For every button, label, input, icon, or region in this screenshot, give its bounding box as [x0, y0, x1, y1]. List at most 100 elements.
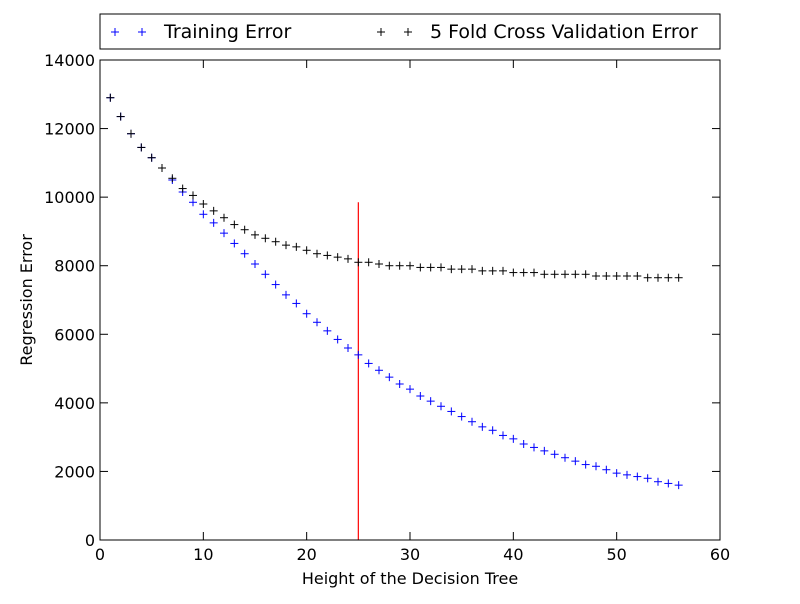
cv-error-point — [209, 206, 218, 215]
training-error-point — [220, 229, 228, 238]
legend-marker-training-error — [111, 28, 119, 36]
training-error-point — [344, 344, 352, 352]
training-error-point — [261, 270, 270, 279]
training-error-point — [602, 465, 611, 474]
training-error-point — [240, 249, 249, 258]
training-error-point — [623, 470, 631, 479]
cv-error-point — [106, 93, 115, 102]
legend-marker-cv-error — [377, 28, 385, 36]
training-error-point — [478, 422, 487, 431]
training-error-point — [416, 392, 425, 400]
legend-markers — [111, 28, 412, 36]
cv-error-point — [199, 200, 208, 208]
cv-error-point — [664, 273, 673, 282]
cv-error-point — [220, 213, 228, 222]
cv-error-point — [437, 263, 445, 272]
y-tick-label: 12000 — [44, 120, 95, 139]
y-tick-label: 0 — [85, 531, 95, 550]
cv-error-point — [189, 191, 197, 200]
cv-error-point — [478, 266, 487, 275]
cv-error-point — [406, 261, 414, 270]
cv-error-point — [333, 253, 342, 262]
cv-error-point — [168, 174, 177, 183]
cv-error-point — [364, 258, 373, 267]
x-tick-label: 40 — [503, 545, 523, 564]
training-error-point — [199, 210, 208, 219]
cv-error-point — [509, 268, 518, 277]
cv-error-point — [323, 251, 332, 260]
cv-error-point — [354, 258, 363, 267]
cv-error-point — [457, 265, 466, 274]
cv-error-point — [592, 272, 600, 280]
cv-error-point — [385, 261, 394, 270]
training-error-point — [426, 397, 435, 406]
y-tick-label: 4000 — [54, 394, 95, 413]
cv-error-point — [230, 220, 239, 229]
training-error-point — [209, 218, 218, 227]
training-error-point — [313, 318, 321, 327]
training-error-point — [633, 472, 642, 481]
cv-error-point — [395, 261, 404, 270]
training-error-point — [375, 366, 383, 375]
cv-error-point — [550, 270, 559, 279]
cv-error-point — [116, 112, 125, 121]
cv-error-point — [416, 263, 425, 272]
training-error-point — [499, 431, 507, 440]
x-tick-label: 30 — [400, 545, 420, 564]
training-error-point — [251, 260, 259, 268]
cv-error-point — [674, 273, 683, 282]
cv-error-point — [271, 237, 280, 246]
training-error-point — [354, 350, 363, 359]
cv-error-point — [178, 184, 187, 193]
training-error-point — [447, 407, 456, 416]
y-tick-label: 2000 — [54, 462, 95, 481]
x-axis-label: Height of the Decision Tree — [302, 569, 518, 588]
training-error-point — [612, 469, 621, 478]
training-error-point — [509, 434, 518, 443]
cv-error-point — [540, 270, 549, 279]
cv-error-point — [261, 234, 270, 243]
training-error-point — [592, 462, 600, 471]
training-error-point — [333, 335, 342, 344]
cv-error-point — [426, 263, 435, 272]
cv-error-point — [633, 272, 642, 280]
training-error-point — [271, 280, 280, 289]
cv-error-point — [147, 153, 156, 162]
training-error-point — [581, 460, 590, 469]
legend-marker-training-error — [138, 28, 146, 36]
cv-error-point — [612, 272, 621, 280]
y-axis-label: Regression Error — [17, 234, 36, 366]
cv-error-point — [127, 129, 135, 138]
cv-error-point — [302, 246, 311, 255]
y-tick-label: 6000 — [54, 325, 95, 344]
cv-error-point — [240, 225, 249, 234]
legend-label-cross-validation-error: 5 Fold Cross Validation Error — [430, 21, 698, 43]
training-error-point — [664, 479, 673, 488]
x-tick-label: 10 — [193, 545, 213, 564]
cv-error-point — [581, 270, 590, 279]
cv-error-point — [282, 241, 290, 250]
legend-marker-cv-error — [404, 28, 412, 36]
cv-error-point — [344, 254, 352, 263]
cv-error-point — [561, 270, 569, 279]
training-error-point — [457, 412, 466, 421]
x-tick-label: 0 — [95, 545, 105, 564]
training-error-point — [530, 443, 538, 452]
cv-error-point — [251, 230, 259, 239]
cv-error-point — [447, 265, 456, 274]
training-error-point — [643, 474, 652, 483]
training-error-point — [488, 426, 497, 435]
cv-error-point — [571, 270, 580, 279]
training-error-point — [230, 239, 239, 248]
x-tick-label: 20 — [296, 545, 316, 564]
cv-error-point — [623, 272, 631, 280]
training-error-point — [654, 477, 662, 486]
cv-error-point — [602, 272, 611, 280]
x-tick-label: 60 — [710, 545, 730, 564]
training-error-point — [189, 198, 197, 207]
cv-error-point — [468, 265, 476, 274]
training-error-point — [364, 359, 373, 368]
y-tick-label: 14000 — [44, 51, 95, 70]
